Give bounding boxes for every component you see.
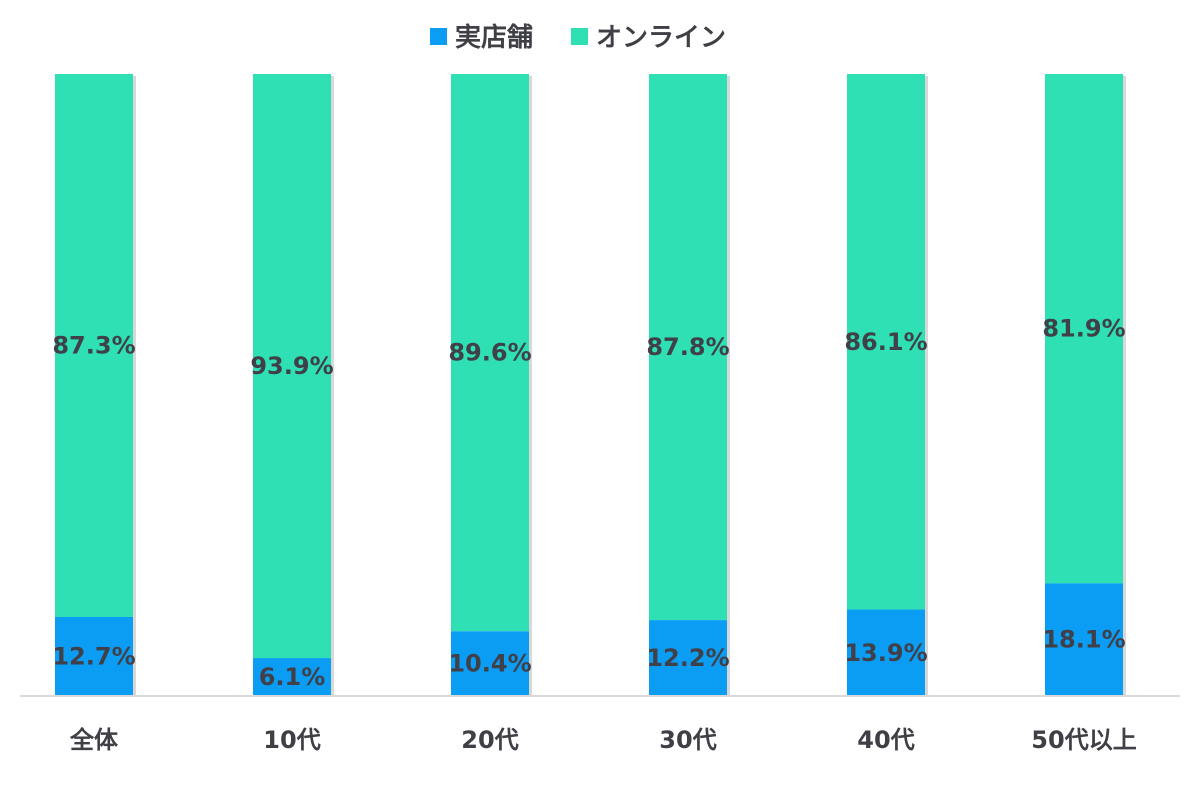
- bar-shadow: [331, 76, 334, 696]
- bar-store-0: [55, 617, 133, 696]
- bar-shadow: [529, 76, 532, 696]
- bar-shadow: [133, 76, 136, 696]
- bar-online-3: [649, 74, 727, 621]
- data-label-online-3: 87.8%: [646, 333, 729, 361]
- data-label-store-1: 6.1%: [259, 663, 326, 691]
- category-label-1: 10代: [263, 726, 320, 754]
- bar-online-1: [253, 74, 331, 659]
- data-label-store-0: 12.7%: [52, 643, 135, 671]
- data-label-online-5: 81.9%: [1042, 315, 1125, 343]
- data-label-online-0: 87.3%: [52, 332, 135, 360]
- bar-store-5: [1045, 583, 1123, 696]
- legend-swatch-online: [571, 28, 588, 45]
- bar-shadow: [1123, 76, 1126, 696]
- labels-group: 87.3% 12.7% 全体 93.9% 6.1% 10代 89.6% 10.4% 20代 87.…: [52, 315, 1136, 754]
- data-label-online-2: 89.6%: [448, 339, 531, 367]
- chart-legend: 実店舗 オンライン: [430, 22, 726, 53]
- category-label-5: 50代以上: [1031, 726, 1136, 754]
- bar-online-0: [55, 74, 133, 618]
- data-label-online-1: 93.9%: [250, 352, 333, 380]
- category-label-2: 20代: [461, 726, 518, 754]
- data-label-store-2: 10.4%: [448, 650, 531, 678]
- category-label-3: 30代: [659, 726, 716, 754]
- category-label-4: 40代: [857, 726, 914, 754]
- category-label-0: 全体: [69, 726, 119, 754]
- data-label-store-4: 13.9%: [844, 639, 927, 667]
- bar-shadow: [925, 76, 928, 696]
- bar-online-2: [451, 74, 529, 632]
- legend-swatch-store: [430, 28, 447, 45]
- legend-label-online: オンライン: [596, 23, 726, 53]
- data-label-store-3: 12.2%: [646, 644, 729, 672]
- bar-store-2: [451, 631, 529, 696]
- bar-store-1: [253, 658, 331, 696]
- bar-online-4: [847, 74, 925, 610]
- bar-online-5: [1045, 74, 1123, 584]
- bar-store-4: [847, 609, 925, 696]
- bar-store-3: [649, 620, 727, 696]
- legend-label-store: 実店舗: [455, 22, 533, 53]
- data-label-store-5: 18.1%: [1042, 626, 1125, 654]
- bars-group: [55, 74, 1126, 696]
- bar-shadow: [727, 76, 730, 696]
- data-label-online-4: 86.1%: [844, 328, 927, 356]
